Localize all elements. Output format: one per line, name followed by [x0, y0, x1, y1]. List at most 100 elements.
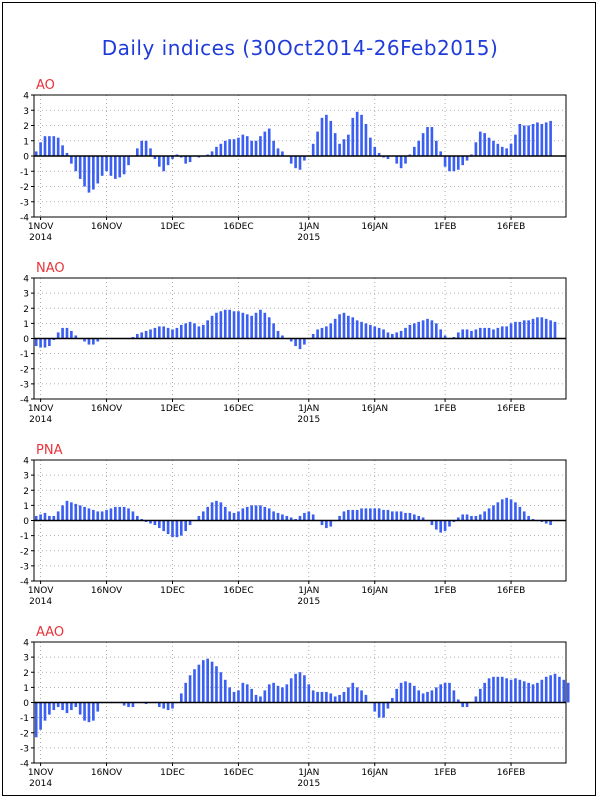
- bar: [505, 497, 508, 521]
- bar: [566, 682, 570, 703]
- bar: [210, 661, 214, 703]
- bar: [140, 332, 144, 339]
- bar: [136, 148, 139, 157]
- bar: [443, 156, 447, 167]
- bar: [487, 137, 491, 156]
- bar: [281, 151, 284, 156]
- bar: [303, 338, 306, 345]
- bar: [193, 669, 196, 703]
- bar: [43, 136, 47, 156]
- bar: [465, 156, 469, 161]
- y-tick-label: 1: [23, 502, 29, 512]
- bar: [201, 324, 205, 339]
- bar: [92, 509, 95, 521]
- bar: [391, 333, 394, 339]
- bar: [166, 156, 170, 166]
- bar: [289, 338, 293, 342]
- bar: [241, 312, 245, 339]
- bar: [483, 133, 486, 157]
- bar: [65, 702, 69, 714]
- bar: [294, 338, 297, 347]
- bar: [219, 672, 223, 703]
- y-tick-label: 4: [23, 639, 29, 649]
- y-tick-label: 0: [23, 335, 29, 345]
- bar: [514, 134, 517, 156]
- bar: [527, 682, 530, 703]
- bar: [351, 509, 355, 521]
- y-tick-label: -3: [20, 562, 29, 572]
- bar: [96, 338, 100, 342]
- bar: [166, 702, 170, 711]
- y-tick-label: 3: [23, 290, 29, 300]
- bar: [96, 702, 100, 712]
- bar: [338, 143, 341, 156]
- bar: [105, 509, 108, 521]
- bar: [34, 338, 38, 347]
- y-tick-label: 2: [23, 305, 29, 315]
- bar: [267, 128, 271, 156]
- bar: [245, 506, 249, 521]
- bar: [223, 679, 227, 703]
- bar: [399, 511, 403, 521]
- bar: [140, 518, 144, 521]
- bar: [298, 156, 302, 170]
- bar: [39, 702, 42, 730]
- bar: [48, 702, 51, 715]
- bar: [109, 156, 113, 176]
- bar: [157, 702, 161, 708]
- bar: [39, 338, 42, 348]
- y-tick-label: 1: [23, 684, 29, 694]
- x-tick-label: 1JAN: [298, 404, 319, 414]
- bar: [456, 332, 460, 339]
- bar: [263, 131, 267, 156]
- bar: [434, 687, 438, 703]
- bar: [527, 320, 530, 339]
- bar: [487, 327, 491, 339]
- bar: [456, 156, 460, 170]
- bar: [272, 140, 275, 156]
- bar: [259, 309, 262, 339]
- y-tick-label: 0: [23, 517, 29, 527]
- bar: [452, 336, 456, 339]
- bar: [254, 312, 258, 339]
- x-tick-label: 16FEB: [497, 222, 526, 232]
- bar: [245, 684, 249, 703]
- bar: [518, 123, 522, 156]
- y-tick-label: 0: [23, 699, 29, 709]
- bar: [294, 673, 297, 703]
- bar: [518, 321, 522, 339]
- bar: [544, 520, 548, 524]
- y-tick-label: 2: [23, 487, 29, 497]
- bar: [311, 514, 315, 521]
- bar: [430, 127, 434, 156]
- bar: [267, 508, 271, 521]
- bar: [386, 509, 390, 521]
- bar: [232, 691, 236, 703]
- bar: [179, 324, 183, 339]
- x-tick-label: 16JAN: [361, 768, 388, 778]
- bar: [391, 697, 394, 703]
- bar: [342, 312, 346, 339]
- bar: [395, 332, 399, 339]
- bar: [461, 156, 464, 166]
- bar: [122, 506, 126, 521]
- bar: [179, 693, 183, 703]
- bar: [549, 120, 552, 156]
- bar: [461, 329, 464, 339]
- bar: [100, 156, 104, 176]
- bar: [478, 514, 482, 521]
- bar: [250, 688, 253, 703]
- bar: [153, 327, 157, 339]
- bar: [408, 682, 412, 703]
- bar: [188, 675, 192, 703]
- bar: [536, 317, 539, 339]
- x-tick-label: 16FEB: [497, 586, 526, 596]
- bar: [382, 329, 385, 339]
- y-tick-label: 3: [23, 654, 29, 664]
- bar: [48, 338, 51, 347]
- bar: [377, 508, 381, 521]
- bar: [206, 154, 209, 156]
- bar: [377, 702, 381, 718]
- bar: [474, 329, 478, 339]
